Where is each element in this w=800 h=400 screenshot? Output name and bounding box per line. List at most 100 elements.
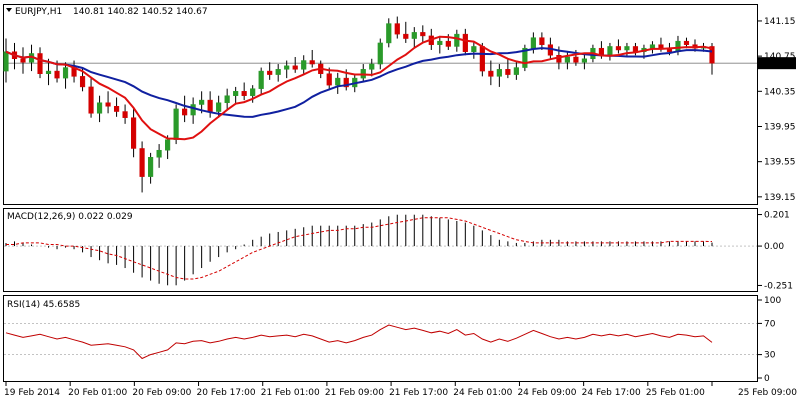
candle-bear [79, 76, 86, 88]
candle-bull [377, 42, 383, 65]
candle-bull [369, 63, 375, 70]
candle-bear [113, 106, 120, 112]
candle-bear [267, 70, 273, 75]
candle-bull [3, 51, 9, 72]
candle-bull [216, 102, 222, 112]
macd-series [4, 214, 757, 286]
candle-bull [190, 104, 196, 116]
candle-bull [148, 157, 154, 177]
candle-bear [394, 23, 400, 35]
rsi-tick-label: 70 [764, 319, 776, 329]
candle-bull [165, 139, 171, 151]
symbol-label: EURJPY,H1 [15, 7, 62, 17]
candle-bull [513, 67, 519, 75]
price-tick-label: 139.15 [764, 193, 796, 203]
rsi-tick-label: 30 [764, 351, 776, 361]
candle-bear [573, 56, 579, 63]
candle-bull [258, 70, 264, 89]
candle-bear [658, 44, 664, 49]
candle-bear [139, 148, 145, 177]
candle-bear [88, 86, 94, 114]
candle-bull [649, 44, 656, 49]
candle-bear [241, 91, 247, 96]
price-panel-frame [3, 4, 758, 205]
candle-bear [445, 40, 451, 47]
candle-bear [632, 46, 639, 52]
candle-bull [454, 33, 460, 47]
rsi-panel-frame [3, 295, 758, 382]
candle-bull [62, 67, 69, 79]
time-tick-label: 24 Feb 09:00 [517, 388, 576, 398]
candle-bull [96, 102, 103, 114]
rsi-tick-label: 0 [764, 374, 770, 384]
price-tick-label: 141.15 [764, 17, 796, 27]
macd-axis: 0.201 0.00 -0.251 [758, 211, 793, 291]
macd-tick-label: -0.251 [764, 281, 793, 291]
candle-bull [437, 40, 443, 45]
price-axis: 141.15 140.75 140.35 139.95 139.55 139.15 140.… [758, 17, 796, 203]
candle-bear [403, 33, 409, 39]
price-tick-label: 139.95 [764, 122, 796, 132]
candle-bear [709, 46, 715, 64]
candle-bull [607, 46, 613, 56]
candle-bull [522, 47, 528, 68]
candle-bull [156, 149, 162, 158]
candle-bear [182, 108, 188, 116]
time-tick-label: 20 Feb 01:00 [68, 388, 127, 398]
candle-bull [386, 23, 392, 44]
time-tick-label: 21 Feb 01:00 [261, 388, 320, 398]
candle-bull [624, 46, 630, 51]
rsi-title: RSI(14) 45.6585 [7, 300, 80, 310]
candle-bull [471, 46, 477, 52]
rsi-axis: 100 70 30 0 [758, 296, 781, 384]
candle-bear [420, 32, 426, 37]
candle-bull [530, 37, 536, 49]
macd-tick-label: 0.00 [764, 242, 784, 252]
price-tick-label: 139.55 [764, 158, 796, 168]
candle-bear [207, 99, 213, 112]
time-tick-label: 19 Feb 2014 [4, 388, 60, 398]
candle-bear [462, 33, 468, 52]
candle-bear [539, 37, 545, 45]
candle-bull [45, 70, 52, 74]
ma-fast-line [5, 35, 713, 141]
candle-bull [496, 69, 502, 77]
candle-bear [683, 40, 690, 45]
candle-bear [479, 46, 485, 72]
time-tick-label: 21 Feb 17:00 [389, 388, 448, 398]
candle-bear [309, 60, 315, 65]
candle-bull [581, 58, 587, 63]
candle-bull [275, 69, 281, 75]
time-tick-label: 25 Feb 01:00 [646, 388, 705, 398]
candle-bear [326, 73, 332, 86]
rsi-tick-label: 100 [764, 296, 781, 306]
moving-averages [5, 35, 713, 141]
macd-panel-frame [3, 208, 758, 292]
candle-bear [37, 53, 43, 74]
candle-bull [250, 88, 256, 96]
candle-bull [173, 108, 179, 140]
candle-bear [131, 117, 137, 149]
ma-slow-line [5, 47, 713, 118]
time-axis: 19 Feb 2014 20 Feb 01:00 20 Feb 09:00 20 Fe… [4, 382, 797, 398]
candle-bull [284, 65, 290, 70]
rsi-line [5, 324, 713, 360]
candle-bull [233, 91, 239, 96]
candle-bear [343, 77, 349, 88]
candle-bear [122, 111, 128, 118]
candle-bull [301, 60, 307, 70]
candle-bear [105, 102, 111, 107]
candle-bear [292, 65, 298, 70]
time-tick-label: 24 Feb 01:00 [453, 388, 512, 398]
candle-bull [335, 77, 341, 86]
macd-title: MACD(12,26,9) 0.022 0.029 [7, 212, 133, 222]
candle-bear [505, 69, 511, 75]
time-tick-label: 24 Feb 17:00 [582, 388, 641, 398]
candle-bear [20, 58, 26, 63]
ohlc-label: 140.81 140.82 140.52 140.67 [73, 7, 208, 17]
candle-bull [199, 99, 205, 105]
current-price-tag-label: 140.67 [762, 59, 794, 69]
symbol-dropdown-icon[interactable] [6, 8, 12, 12]
price-tick-label: 140.75 [764, 52, 796, 62]
